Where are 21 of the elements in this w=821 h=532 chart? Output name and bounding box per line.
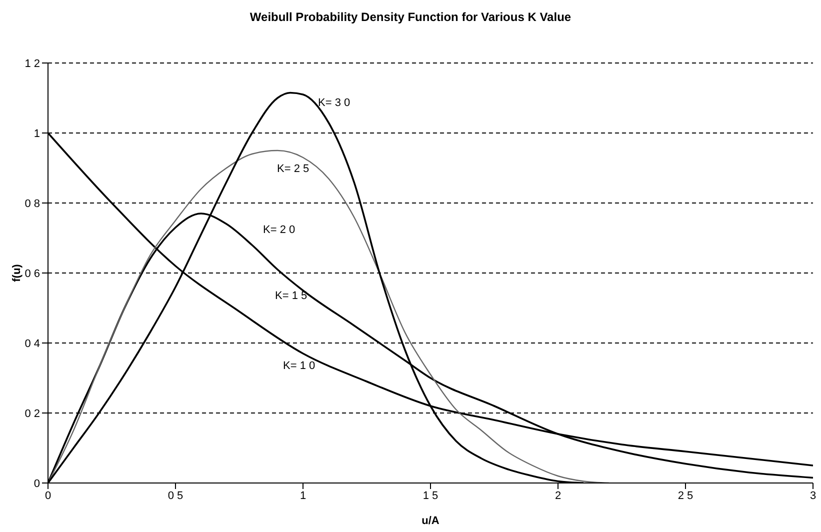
y-tick-label: 0 8 (24, 198, 40, 210)
x-axis-title: u/A (422, 515, 440, 527)
x-tick-label: 0 (44, 490, 52, 502)
y-tick-label: 1 2 (24, 58, 40, 70)
x-tick-label: 3 (810, 490, 816, 502)
y-tick-label: 0 (34, 478, 40, 490)
annotation: K= 1 0 (283, 360, 316, 373)
x-tick-label: 2 (554, 490, 562, 502)
annotation: K= 2 5 (277, 163, 310, 176)
x-tick-label: 2 5 (678, 490, 694, 502)
chart-title: Weibull Probability Density Function for Various K Value (248, 10, 572, 24)
y-tick-label: 0 6 (24, 268, 40, 280)
x-tick-label: 1 (300, 490, 306, 502)
annotation: K= 2 0 (263, 224, 296, 237)
x-tick-label: 1 5 (422, 490, 438, 502)
y-tick-label: 0 4 (24, 338, 40, 350)
y-tick-label: 1 (34, 128, 40, 140)
y-axis-title: f(u) (10, 264, 23, 282)
x-tick-label: 0 5 (168, 490, 184, 502)
y-tick-label: 0 2 (24, 408, 40, 420)
annotation: K= 3 0 (318, 97, 350, 110)
